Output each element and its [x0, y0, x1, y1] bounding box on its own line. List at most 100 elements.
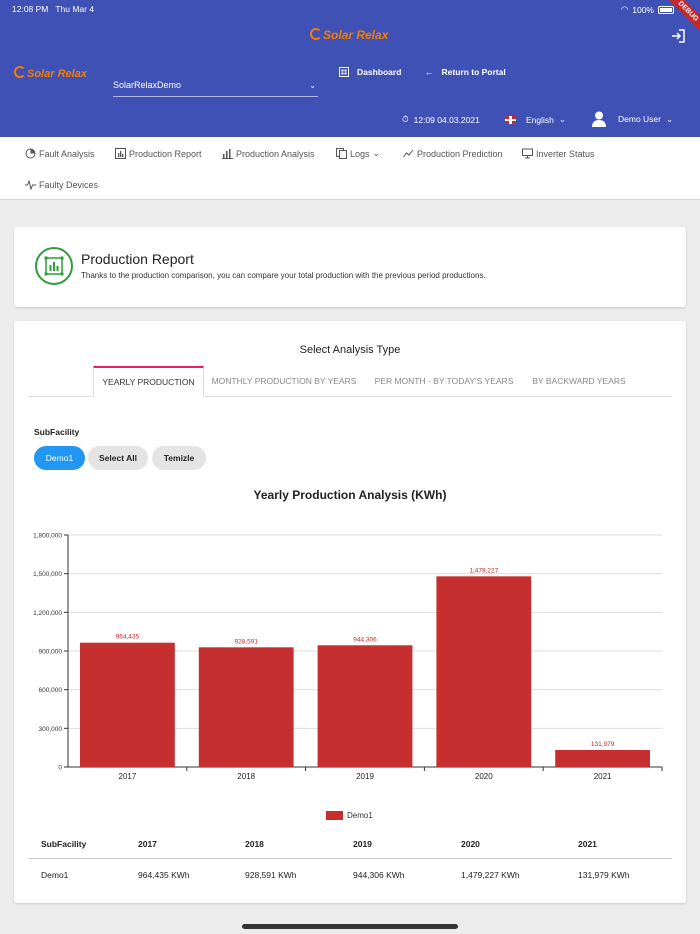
x-tick-label: 2021	[594, 772, 612, 781]
chevron-down-icon: ⌄	[372, 148, 381, 158]
battery-percent: 100%	[632, 4, 654, 15]
data-label: 944,306	[353, 636, 377, 643]
report-icon	[115, 148, 126, 159]
table-cell: 944,306 KWh	[353, 870, 405, 880]
dashboard-link[interactable]: Dashboard	[339, 67, 401, 77]
yearly-production-chart: 0 300,000 600,000 900,000 1,200,000 1,500,000…	[33, 533, 663, 781]
chevron-down-icon: ⌄	[309, 81, 316, 90]
pulse-icon	[25, 179, 36, 190]
return-portal-link[interactable]: ← Return to Portal	[425, 67, 506, 77]
x-tick-label: 2019	[356, 772, 374, 781]
menu-logs[interactable]: Logs ⌄	[336, 148, 380, 159]
table-cell: 1,479,227 KWh	[461, 870, 520, 880]
logout-icon[interactable]	[670, 28, 686, 44]
y-tick-label: 1,500,000	[33, 571, 62, 578]
bar-2017	[80, 642, 175, 767]
menu-production-analysis[interactable]: Production Analysis	[222, 148, 315, 159]
data-label: 131,979	[591, 741, 615, 748]
production-table: SubFacility 2017 2018 2019 2020 2021 Dem…	[28, 829, 672, 890]
table-header: 2021	[578, 839, 597, 849]
bar-2021	[555, 749, 650, 767]
table-header: SubFacility	[41, 839, 87, 849]
tab-yearly-production[interactable]: YEARLY PRODUCTION	[93, 366, 204, 397]
table-header: 2019	[353, 839, 372, 849]
page-title: Production Report	[81, 251, 194, 267]
header-logo: Solar Relax	[310, 28, 388, 42]
table-cell: 964,435 KWh	[138, 870, 190, 880]
legend-label: Demo1	[347, 811, 373, 820]
analysis-card: Select Analysis Type YEARLY PRODUCTION M…	[14, 321, 686, 903]
analysis-type-title: Select Analysis Type	[299, 344, 401, 356]
table-header: 2020	[461, 839, 480, 849]
status-time: 12:08 PM	[12, 4, 49, 14]
sun-logo-icon	[310, 28, 322, 40]
bar-2020	[436, 576, 532, 767]
report-header-card: Production Report Thanks to the producti…	[14, 227, 686, 307]
pie-chart-icon	[25, 148, 36, 159]
legend-swatch	[326, 811, 343, 820]
clear-button[interactable]: Temizle	[152, 446, 206, 470]
tab-by-backward-years[interactable]: BY BACKWARD YEARS	[532, 376, 626, 386]
x-tick-label: 2020	[475, 772, 493, 781]
wifi-icon: ◠	[620, 4, 629, 14]
monitor-icon	[522, 148, 533, 159]
table-header: 2017	[138, 839, 157, 849]
facility-select[interactable]: SolarRelaxDemo ⌄	[113, 80, 318, 97]
chevron-down-icon: ⌄	[558, 114, 567, 124]
table-cell: Demo1	[41, 870, 69, 880]
table-row: Demo1 964,435 KWh 928,591 KWh 944,306 KW…	[28, 860, 672, 890]
y-tick-label: 600,000	[39, 687, 63, 694]
status-bar: 12:08 PM Thu Mar 4 ◠ 100%	[12, 4, 688, 16]
arrow-left-icon: ←	[425, 67, 434, 77]
home-indicator	[242, 924, 458, 929]
x-tick-label: 2017	[119, 772, 137, 781]
y-tick-label: 1,800,000	[33, 533, 62, 540]
analysis-tabs: YEARLY PRODUCTION MONTHLY PRODUCTION BY …	[28, 366, 672, 397]
page-subtitle: Thanks to the production comparison, you…	[81, 271, 486, 280]
chip-demo1[interactable]: Demo1	[34, 446, 85, 470]
datetime-display: ⏱ 12:09 04.03.2021	[402, 114, 480, 125]
table-cell: 131,979 KWh	[578, 870, 630, 880]
table-header-row: SubFacility 2017 2018 2019 2020 2021	[28, 829, 672, 859]
y-tick-label: 1,200,000	[33, 610, 62, 617]
copy-icon	[336, 148, 347, 159]
y-tick-label: 0	[58, 765, 62, 772]
chart-legend[interactable]: Demo1	[326, 811, 373, 820]
language-select[interactable]: English ⌄	[505, 114, 566, 125]
menu-faulty-devices[interactable]: Faulty Devices	[25, 179, 98, 190]
dashboard-icon	[339, 67, 349, 77]
x-tick-label: 2018	[237, 772, 255, 781]
module-menu: Fault Analysis Production Report Product…	[0, 137, 700, 200]
data-label: 928,591	[234, 638, 258, 645]
y-tick-label: 900,000	[39, 649, 63, 656]
chevron-down-icon: ⌄	[665, 113, 674, 124]
battery-icon	[658, 5, 674, 14]
bar-2018	[198, 647, 294, 767]
trend-line-icon	[403, 149, 414, 158]
chart-title: Yearly Production Analysis (KWh)	[253, 488, 447, 502]
menu-fault-analysis[interactable]: Fault Analysis	[25, 148, 95, 159]
menu-production-prediction[interactable]: Production Prediction	[403, 148, 503, 159]
brand-logo: Solar Relax	[14, 66, 87, 80]
table-header: 2018	[245, 839, 264, 849]
tab-monthly-production-by-years[interactable]: MONTHLY PRODUCTION BY YEARS	[211, 376, 357, 386]
app-header: 12:08 PM Thu Mar 4 ◠ 100% DEBUG Solar Re…	[0, 0, 700, 137]
bar-chart-icon	[222, 149, 233, 159]
data-label: 1,479,227	[469, 567, 498, 574]
menu-inverter-status[interactable]: Inverter Status	[522, 148, 595, 159]
bar-2019	[317, 645, 413, 767]
clock-icon: ⏱	[402, 114, 409, 124]
y-tick-label: 300,000	[39, 726, 63, 733]
sun-logo-icon	[14, 66, 26, 78]
data-label: 964,435	[116, 634, 140, 641]
user-menu[interactable]: Demo User ⌄	[592, 111, 673, 127]
report-chart-icon	[35, 247, 73, 285]
tab-per-month-by-todays-years[interactable]: PER MONTH - BY TODAY'S YEARS	[374, 376, 514, 386]
user-icon	[592, 111, 606, 127]
table-cell: 928,591 KWh	[245, 870, 297, 880]
select-all-button[interactable]: Select All	[88, 446, 148, 470]
menu-production-report[interactable]: Production Report	[115, 148, 202, 159]
status-time-date: 12:08 PM Thu Mar 4	[12, 4, 94, 14]
subfacility-label: SubFacility	[34, 427, 80, 437]
status-date: Thu Mar 4	[55, 4, 95, 14]
